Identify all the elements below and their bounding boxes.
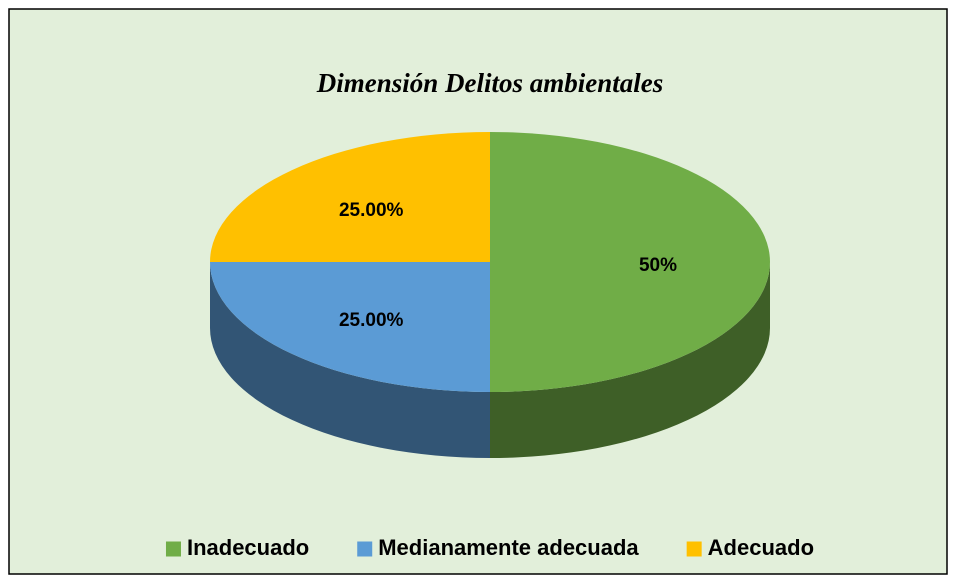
pie-side <box>210 262 490 458</box>
pie-slice <box>210 262 490 392</box>
legend-swatch <box>165 541 181 557</box>
data-label: 25.00% <box>339 200 404 221</box>
pie-slice <box>210 132 490 262</box>
pie-slice <box>490 132 770 392</box>
data-label: 25.00% <box>339 310 404 331</box>
legend-label: Medianamente adecuada <box>378 535 639 560</box>
legend-label: Adecuado <box>708 535 814 560</box>
data-label: 50% <box>639 255 677 276</box>
legend-label: Inadecuado <box>187 535 309 560</box>
chart-title: Dimensión Delitos ambientales <box>316 68 664 98</box>
legend-swatch <box>686 541 702 557</box>
pie-side <box>490 262 770 458</box>
legend-swatch <box>357 541 373 557</box>
